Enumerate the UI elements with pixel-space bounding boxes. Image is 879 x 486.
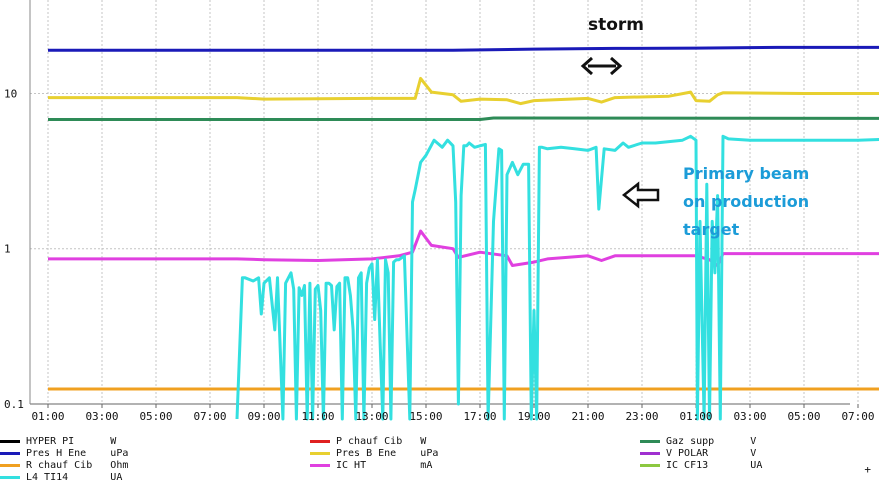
x-tick-label: 03:00 bbox=[733, 410, 766, 423]
series-group bbox=[48, 45, 879, 421]
tick-labels: 01:00 03:00 05:00 07:00 09:00 11:00 13:00 15:00… bbox=[4, 87, 875, 423]
legend-series-name: IC CF13 bbox=[666, 460, 751, 471]
legend-swatch bbox=[640, 451, 660, 455]
legend-unit: UA bbox=[750, 460, 763, 471]
legend-unit: V bbox=[750, 448, 757, 459]
line-chart: 01:00 03:00 05:00 07:00 09:00 11:00 13:00 15:00… bbox=[4, 0, 879, 423]
axes bbox=[29, 0, 859, 408]
x-tick-label: 05:00 bbox=[139, 410, 172, 423]
x-tick-label: 03:00 bbox=[85, 410, 118, 423]
legend-series-name: V POLAR bbox=[666, 448, 751, 459]
x-tick-label: 23:00 bbox=[625, 410, 658, 423]
beam-annotation-line3: target bbox=[683, 220, 740, 239]
legend-swatch bbox=[0, 439, 20, 443]
x-tick-label: 07:00 bbox=[193, 410, 226, 423]
legend-item: R chauf Cib Ohm bbox=[0, 460, 128, 472]
legend-unit: V bbox=[750, 436, 757, 447]
x-tick-label: 09:00 bbox=[247, 410, 280, 423]
legend-swatch bbox=[0, 451, 20, 455]
legend-item: Pres B Ene uPa bbox=[310, 448, 438, 460]
legend-unit: W bbox=[420, 436, 427, 447]
left-arrow-icon bbox=[621, 181, 660, 209]
x-tick-label: 07:00 bbox=[841, 410, 874, 423]
x-tick-label: 15:00 bbox=[409, 410, 442, 423]
legend-series-name: IC HT bbox=[336, 460, 421, 471]
double-arrow-icon bbox=[580, 56, 623, 76]
legend-swatch bbox=[640, 463, 660, 467]
x-tick-label: 13:00 bbox=[355, 410, 388, 423]
legend-unit: Ohm bbox=[110, 460, 129, 471]
y-tick-label: 0.1 bbox=[4, 398, 24, 411]
y-tick-label: 1 bbox=[4, 243, 11, 256]
x-tick-label: 01:00 bbox=[31, 410, 64, 423]
legend-swatch bbox=[0, 463, 20, 467]
legend-swatch bbox=[310, 439, 330, 443]
x-tick-label: 11:00 bbox=[301, 410, 334, 423]
legend-swatch bbox=[310, 463, 330, 467]
legend-series-name: Pres H Ene bbox=[26, 448, 111, 459]
series-line-gaz-supp bbox=[48, 116, 879, 121]
storm-label: storm bbox=[588, 15, 644, 35]
legend-series-name: L4 TI14 bbox=[26, 472, 111, 483]
legend-item: Pres H Ene uPa bbox=[0, 448, 128, 460]
legend-unit: UA bbox=[110, 472, 123, 483]
legend-series-name: P chauf Cib bbox=[336, 436, 421, 447]
x-tick-label: 19:00 bbox=[517, 410, 550, 423]
x-tick-label: 01:00 bbox=[679, 410, 712, 423]
legend-unit: uPa bbox=[420, 448, 439, 459]
x-tick-label: 05:00 bbox=[787, 410, 820, 423]
legend-item: HYPER PI W bbox=[0, 436, 116, 448]
legend-series-name: HYPER PI bbox=[26, 436, 111, 447]
legend-swatch bbox=[0, 475, 20, 479]
crosshair-marker: + bbox=[864, 463, 871, 476]
beam-annotation-line2: on production bbox=[683, 192, 809, 211]
annotations: storm Primary beam on production target bbox=[580, 15, 809, 239]
series-line-l4-ti14 bbox=[235, 134, 879, 421]
legend-series-name: Pres B Ene bbox=[336, 448, 421, 459]
x-tick-label: 17:00 bbox=[463, 410, 496, 423]
legend-series-name: Gaz supp bbox=[666, 436, 751, 447]
legend-unit: W bbox=[110, 436, 117, 447]
legend-item: V POLAR V bbox=[640, 448, 756, 460]
y-tick-label: 10 bbox=[4, 87, 17, 100]
legend-item: Gaz supp V bbox=[640, 436, 756, 448]
legend-swatch bbox=[310, 451, 330, 455]
legend-unit: uPa bbox=[110, 448, 129, 459]
legend: HYPER PI W Pres H Ene uPa R chauf Cib Ohm L… bbox=[0, 433, 879, 486]
legend-item: L4 TI14 UA bbox=[0, 472, 122, 484]
legend-unit: mA bbox=[420, 460, 433, 471]
legend-item: IC HT mA bbox=[310, 460, 432, 472]
beam-annotation-line1: Primary beam bbox=[683, 164, 809, 183]
legend-item: P chauf Cib W bbox=[310, 436, 426, 448]
legend-item: IC CF13 UA bbox=[640, 460, 762, 472]
legend-series-name: R chauf Cib bbox=[26, 460, 111, 471]
legend-swatch bbox=[640, 439, 660, 443]
series-line-pres-b-ene bbox=[48, 76, 879, 106]
x-tick-label: 21:00 bbox=[571, 410, 604, 423]
series-line-pres-h-ene bbox=[48, 45, 879, 52]
